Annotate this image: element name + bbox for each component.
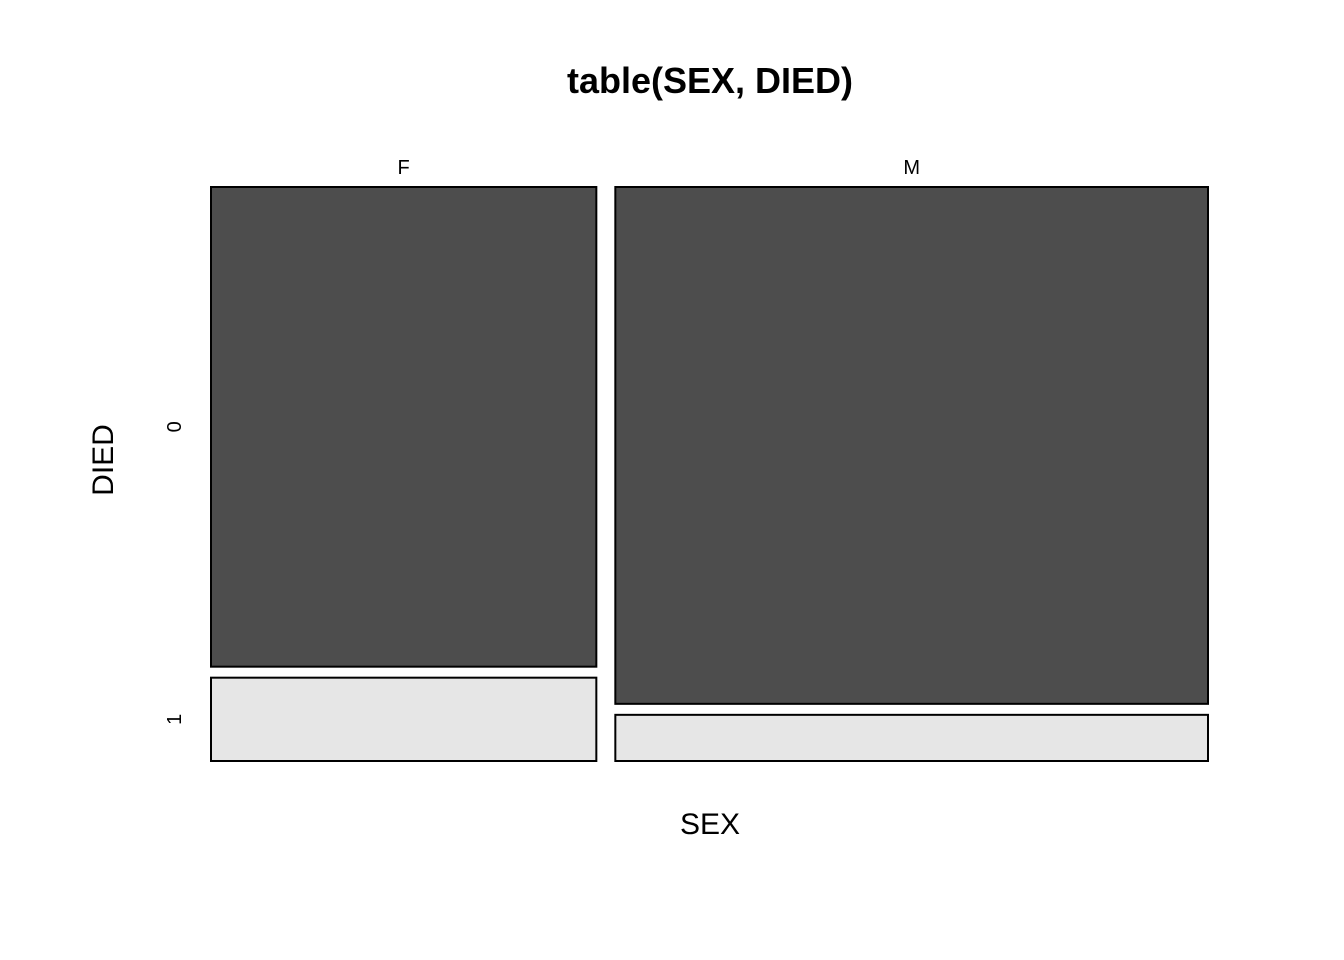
- tick-labels: 0 1 F M: [164, 157, 920, 725]
- x-tick-label-m: M: [903, 157, 920, 179]
- y-tick-label-1: 1: [164, 714, 186, 725]
- mosaic-cell-f-0: [210, 186, 598, 668]
- mosaic-cell-f-1: [210, 676, 598, 763]
- y-axis-label: DIED: [87, 424, 120, 496]
- chart-title: table(SEX, DIED): [567, 60, 853, 101]
- y-tick-label-0: 0: [164, 421, 186, 432]
- x-axis-label: SEX: [680, 808, 740, 841]
- x-tick-label-f: F: [398, 157, 410, 179]
- mosaic-cell-m-1: [614, 713, 1209, 762]
- mosaic-cell-m-0: [614, 186, 1209, 705]
- mosaic-cells: [210, 186, 1209, 763]
